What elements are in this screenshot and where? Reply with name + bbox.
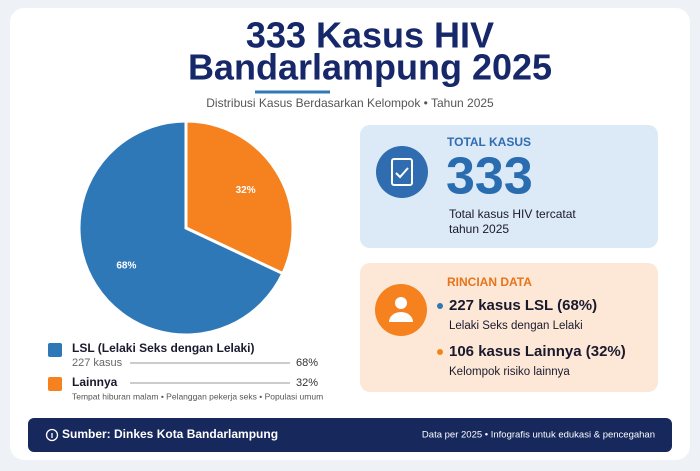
pie-chart: 32% 68% <box>77 119 295 337</box>
info-icon <box>45 428 59 442</box>
legend-swatch <box>48 343 62 357</box>
detail-card <box>360 263 658 392</box>
legend-value: 68% <box>296 357 318 369</box>
card-desc: tahun 2025 <box>449 222 509 236</box>
icon <box>376 146 428 198</box>
legend-value: 32% <box>296 377 318 389</box>
legend-detail: 227 kasus <box>72 357 123 369</box>
total-card <box>360 125 658 248</box>
footer <box>28 418 672 452</box>
title: Bandarlampung 2025 <box>188 47 552 88</box>
card-label: RINCIAN DATA <box>447 275 532 289</box>
legend-swatch <box>48 377 62 391</box>
footer-note: Data per 2025 • Infografis untuk edukasi… <box>422 430 655 441</box>
icon <box>395 167 409 179</box>
icon <box>389 312 413 322</box>
item-desc: Kelompok risiko lainnya <box>449 366 570 378</box>
item-title: 227 kasus LSL (68%) <box>449 297 597 314</box>
icon <box>375 284 427 336</box>
legend-label: LSL (Lelaki Seks dengan Lelaki) <box>72 341 255 355</box>
bullet <box>437 303 443 309</box>
icon <box>395 297 407 309</box>
card-desc: Total kasus HIV tercatat <box>449 207 576 221</box>
footer-source: Sumber: Dinkes Kota Bandarlampung <box>62 427 278 441</box>
slice-label: 68% <box>116 260 136 271</box>
total-value: 333 <box>446 148 533 206</box>
bullet <box>437 349 443 355</box>
item-title: 106 kasus Lainnya (32%) <box>449 343 626 360</box>
legend-label: Lainnya <box>72 375 118 389</box>
item-desc: Lelaki Seks dengan Lelaki <box>449 320 583 332</box>
icon <box>391 158 413 186</box>
legend-detail: Tempat hiburan malam • Pelanggan pekerja… <box>72 391 323 401</box>
slice-label: 32% <box>236 185 256 196</box>
subtitle: Distribusi Kasus Berdasarkan Kelompok • … <box>206 96 494 110</box>
title: 333 Kasus HIV <box>246 15 494 56</box>
card-label: TOTAL KASUS <box>447 135 531 149</box>
pie-slice <box>184 119 295 276</box>
pie-slice <box>77 119 285 337</box>
